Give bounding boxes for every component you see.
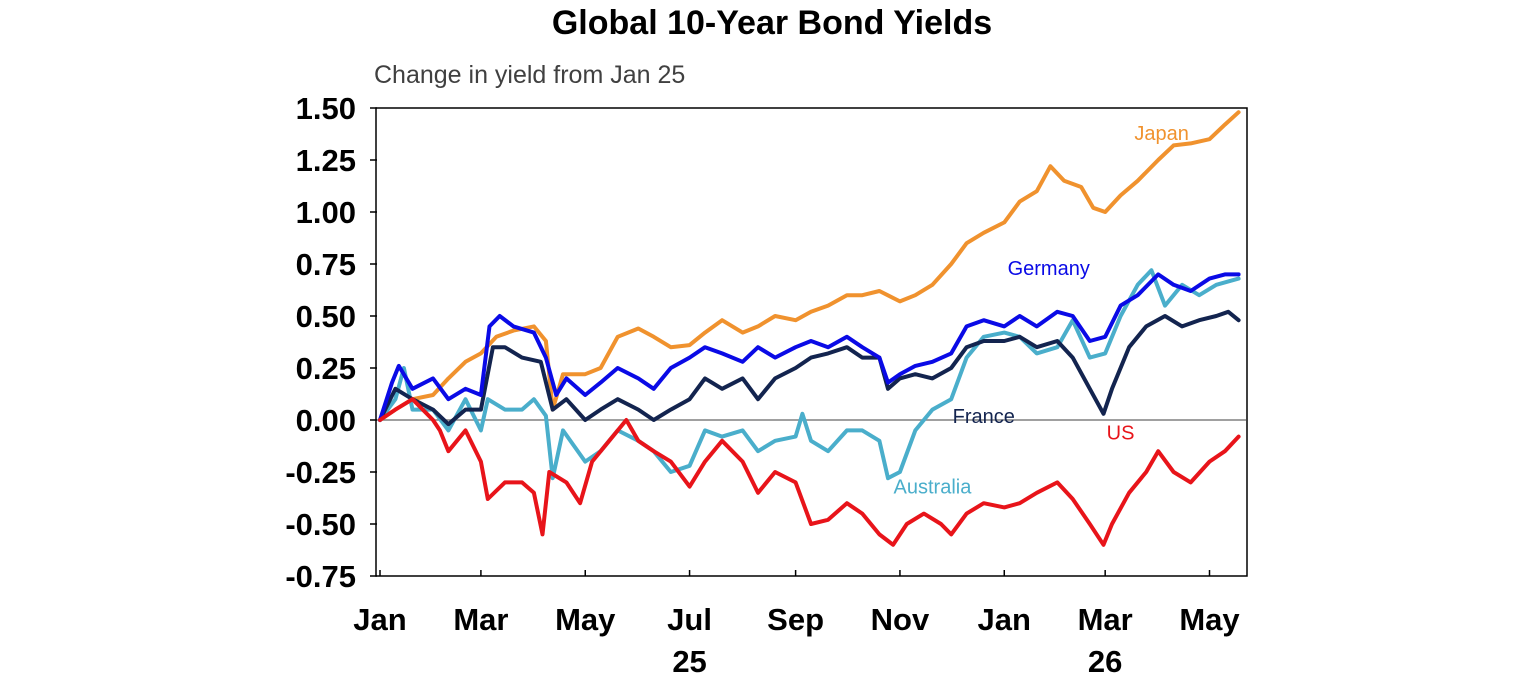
series-label-us: US <box>1107 422 1135 444</box>
year-label: 26 <box>1088 644 1122 679</box>
x-tick-label: May <box>1179 602 1240 637</box>
x-tick-label: Jan <box>978 602 1031 637</box>
x-tick-label: Mar <box>1078 602 1133 637</box>
series-line-france <box>378 309 1241 427</box>
y-tick-label: -0.75 <box>285 559 356 594</box>
x-tick-label: Jul <box>667 602 712 637</box>
series-label-australia: Australia <box>894 477 973 499</box>
y-tick-label: 0.50 <box>296 299 356 334</box>
y-tick-label: 0.25 <box>296 351 356 386</box>
y-tick-label: -0.50 <box>285 507 356 542</box>
year-label: 25 <box>672 644 706 679</box>
y-tick-label: 1.50 <box>296 91 356 126</box>
series-lines <box>378 110 1241 547</box>
chart-title: Global 10-Year Bond Yields <box>552 4 992 42</box>
y-tick-label: 0.75 <box>296 247 356 282</box>
x-tick-label: Jan <box>353 602 406 637</box>
x-axis: Jan Mar May Jul Sep Nov Jan Mar May 25 26 <box>353 570 1240 679</box>
x-tick-label: May <box>555 602 616 637</box>
series-line-germany <box>378 272 1241 422</box>
series-label-japan: Japan <box>1134 123 1189 145</box>
series-line-japan <box>378 110 1241 422</box>
y-tick-label: 0.00 <box>296 403 356 438</box>
y-tick-label: 1.00 <box>296 195 356 230</box>
x-tick-label: Mar <box>453 602 508 637</box>
series-line-us <box>378 397 1241 547</box>
x-tick-label: Sep <box>767 602 824 637</box>
series-labels: Japan Germany France US Australia <box>894 123 1189 499</box>
series-label-germany: Germany <box>1008 258 1090 280</box>
chart-subtitle: Change in yield from Jan 25 <box>374 61 685 89</box>
series-line-australia <box>378 268 1241 481</box>
y-axis: 1.50 1.25 1.00 0.75 0.50 0.25 0.00 -0.25 -0.50 -0… <box>285 91 377 594</box>
series-label-france: France <box>953 406 1015 428</box>
plot-frame <box>375 107 1248 577</box>
y-tick-label: -0.25 <box>285 455 356 490</box>
x-tick-label: Nov <box>871 602 930 637</box>
y-tick-label: 1.25 <box>296 143 356 178</box>
